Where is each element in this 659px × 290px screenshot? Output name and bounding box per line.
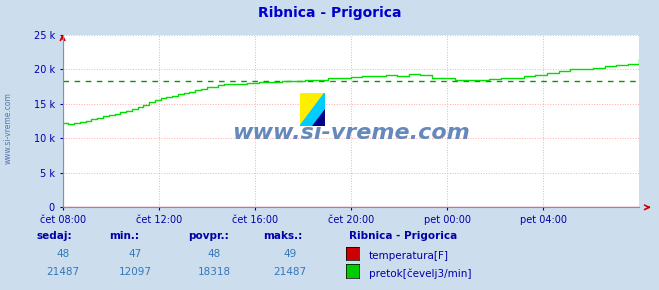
Text: 49: 49: [283, 249, 297, 259]
Text: 21487: 21487: [46, 267, 79, 277]
Text: 21487: 21487: [273, 267, 306, 277]
Polygon shape: [300, 93, 325, 126]
Text: sedaj:: sedaj:: [36, 231, 72, 241]
Text: maks.:: maks.:: [264, 231, 303, 241]
Text: Ribnica - Prigorica: Ribnica - Prigorica: [258, 6, 401, 20]
Text: www.si-vreme.com: www.si-vreme.com: [3, 92, 13, 164]
Text: 12097: 12097: [119, 267, 152, 277]
Text: 18318: 18318: [198, 267, 231, 277]
Text: pretok[čevelj3/min]: pretok[čevelj3/min]: [369, 269, 472, 279]
Polygon shape: [312, 110, 325, 126]
Text: 48: 48: [56, 249, 69, 259]
Text: Ribnica - Prigorica: Ribnica - Prigorica: [349, 231, 457, 241]
Text: povpr.:: povpr.:: [188, 231, 229, 241]
Text: www.si-vreme.com: www.si-vreme.com: [232, 123, 470, 143]
Text: temperatura[F]: temperatura[F]: [369, 251, 449, 261]
Text: 47: 47: [129, 249, 142, 259]
Text: min.:: min.:: [109, 231, 139, 241]
Polygon shape: [300, 93, 325, 126]
Text: 48: 48: [208, 249, 221, 259]
